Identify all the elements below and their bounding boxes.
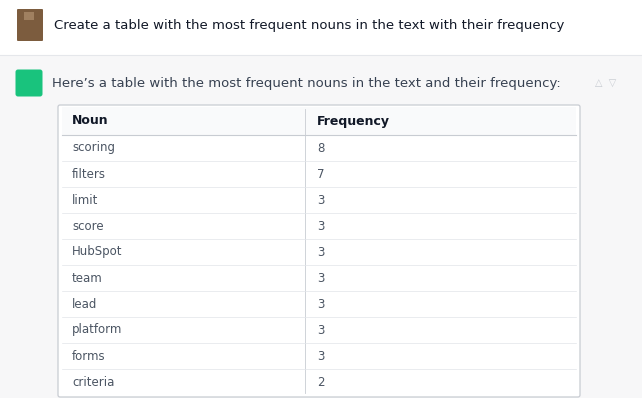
Bar bbox=[62, 265, 576, 291]
Text: lead: lead bbox=[72, 297, 98, 310]
Text: 3: 3 bbox=[317, 324, 324, 336]
Bar bbox=[62, 135, 576, 161]
Bar bbox=[62, 369, 576, 395]
FancyBboxPatch shape bbox=[17, 9, 43, 41]
Bar bbox=[62, 239, 576, 265]
Text: 3: 3 bbox=[317, 349, 324, 363]
Bar bbox=[62, 187, 576, 213]
Text: platform: platform bbox=[72, 324, 123, 336]
Text: team: team bbox=[72, 271, 103, 285]
Text: 7: 7 bbox=[317, 168, 324, 181]
Text: 2: 2 bbox=[317, 375, 324, 388]
Bar bbox=[0, 0, 642, 55]
Text: HubSpot: HubSpot bbox=[72, 246, 123, 258]
Bar bbox=[62, 343, 576, 369]
Bar bbox=[62, 213, 576, 239]
Bar bbox=[62, 291, 576, 317]
Text: Create a table with the most frequent nouns in the text with their frequency: Create a table with the most frequent no… bbox=[54, 18, 564, 31]
Text: △  ▽: △ ▽ bbox=[595, 78, 616, 88]
Text: score: score bbox=[72, 220, 103, 232]
Bar bbox=[62, 161, 576, 187]
Text: 3: 3 bbox=[317, 246, 324, 258]
Text: scoring: scoring bbox=[72, 142, 115, 154]
Text: 3: 3 bbox=[317, 193, 324, 207]
FancyBboxPatch shape bbox=[15, 70, 42, 96]
Text: filters: filters bbox=[72, 168, 106, 181]
Text: limit: limit bbox=[72, 193, 98, 207]
Text: Noun: Noun bbox=[72, 115, 108, 127]
Text: criteria: criteria bbox=[72, 375, 114, 388]
Text: 3: 3 bbox=[317, 271, 324, 285]
Bar bbox=[24, 12, 34, 20]
Text: 3: 3 bbox=[317, 297, 324, 310]
Bar bbox=[0, 55, 642, 398]
Text: 8: 8 bbox=[317, 142, 324, 154]
Bar bbox=[62, 107, 576, 135]
Text: forms: forms bbox=[72, 349, 106, 363]
Bar bbox=[62, 317, 576, 343]
Text: Frequency: Frequency bbox=[317, 115, 390, 127]
Text: 3: 3 bbox=[317, 220, 324, 232]
FancyBboxPatch shape bbox=[58, 105, 580, 397]
Text: Here’s a table with the most frequent nouns in the text and their frequency:: Here’s a table with the most frequent no… bbox=[52, 76, 560, 90]
